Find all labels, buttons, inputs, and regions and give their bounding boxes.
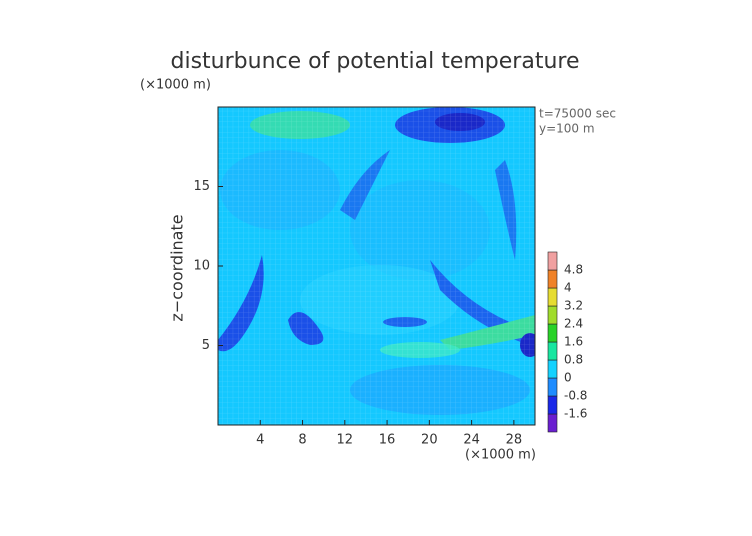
colorbar-box [547, 287, 558, 307]
x-unit: (×1000 m) [465, 448, 536, 463]
annotation: t=75000 sec [539, 107, 616, 121]
x-tick-label: 12 [337, 433, 354, 448]
colorbar-label: 4 [564, 281, 572, 295]
y-tick-label: 15 [193, 179, 210, 194]
colorbar-box [547, 359, 558, 379]
colorbar-box [547, 251, 558, 271]
annotation: y=100 m [539, 122, 595, 136]
y-axis-label: z−coordinate [168, 214, 187, 321]
x-tick-label: 8 [298, 433, 306, 448]
colorbar-box [547, 323, 558, 343]
chart-title: disturbunce of potential temperature [171, 49, 580, 74]
colorbar-label: 2.4 [564, 317, 583, 331]
colorbar-label: 3.2 [564, 299, 583, 313]
y-tick-label: 10 [193, 259, 210, 274]
x-tick-label: 28 [506, 433, 523, 448]
colorbar-box [547, 377, 558, 397]
colorbar-label: -0.8 [564, 389, 587, 403]
colorbar-label: 0.8 [564, 353, 583, 367]
colorbar-label: 1.6 [564, 335, 583, 349]
colorbar-box [547, 269, 558, 289]
colorbar-label: -1.6 [564, 407, 587, 421]
contour-field [218, 107, 535, 425]
colorbar-label: 4.8 [564, 263, 583, 277]
colorbar-box [547, 395, 558, 415]
y-tick-label: 5 [202, 338, 210, 353]
y-unit: (×1000 m) [140, 78, 211, 93]
colorbar-box [547, 341, 558, 361]
x-tick-label: 16 [379, 433, 396, 448]
x-tick-label: 20 [421, 433, 438, 448]
colorbar-label: 0 [564, 371, 572, 385]
colorbar-box [547, 413, 558, 433]
x-tick-label: 4 [256, 433, 264, 448]
x-tick-label: 24 [463, 433, 480, 448]
colorbar-box [547, 305, 558, 325]
